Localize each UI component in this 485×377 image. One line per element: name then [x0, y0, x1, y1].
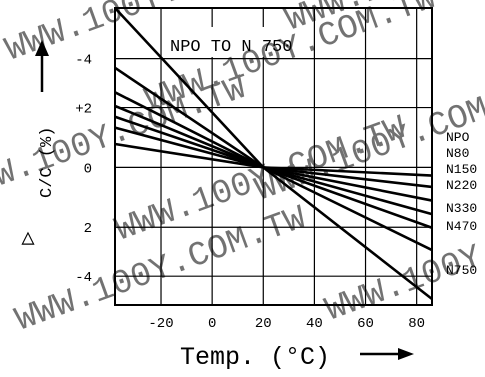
series-line-n750 — [114, 7, 433, 301]
series-label-n750: N750 — [446, 263, 477, 278]
series-line-n470 — [114, 66, 433, 252]
series-label-n470: N470 — [446, 219, 477, 234]
series-label-n80: N80 — [446, 146, 469, 161]
y-tick-labels: -4 +2 0 2 -4 — [75, 53, 92, 287]
series-label-n220: N220 — [446, 178, 477, 193]
x-tick-label: 60 — [357, 316, 374, 332]
chart-title: NPO TO N 750 — [170, 38, 292, 57]
series-label-npo: NPO — [446, 130, 470, 145]
series-lines — [114, 7, 433, 301]
x-tick-label: 40 — [306, 316, 323, 332]
x-tick-label: -20 — [148, 316, 173, 332]
series-line-n220 — [114, 104, 433, 216]
x-tick-label: 0 — [208, 316, 216, 332]
y-axis-title: C/C (%) — [38, 127, 57, 198]
plot-frame — [114, 7, 433, 306]
right-arrow-icon — [398, 348, 414, 360]
x-tick-label: 20 — [255, 316, 272, 332]
chart-title-box — [163, 27, 300, 57]
series-line-n330 — [114, 91, 433, 229]
y-tick-label: 2 — [84, 221, 92, 237]
y-tick-label: -4 — [75, 53, 92, 69]
y-axis-title-group: C/C (%) △ — [21, 40, 57, 251]
x-tick-labels: -20 0 20 40 60 80 — [148, 316, 425, 332]
x-tick-label: 80 — [408, 316, 425, 332]
up-arrow-icon — [35, 40, 49, 56]
x-axis-title-group: Temp. (°C) — [180, 343, 414, 372]
y-tick-label: 0 — [84, 161, 92, 177]
x-axis-title: Temp. (°C) — [180, 343, 330, 372]
series-line-n80 — [114, 126, 433, 189]
series-label-n150: N150 — [446, 162, 477, 177]
series-label-n330: N330 — [446, 201, 477, 216]
delta-symbol: △ — [21, 226, 35, 251]
series-line-n150 — [114, 115, 433, 202]
y-tick-label: -4 — [75, 270, 92, 286]
y-tick-label: +2 — [75, 102, 92, 118]
